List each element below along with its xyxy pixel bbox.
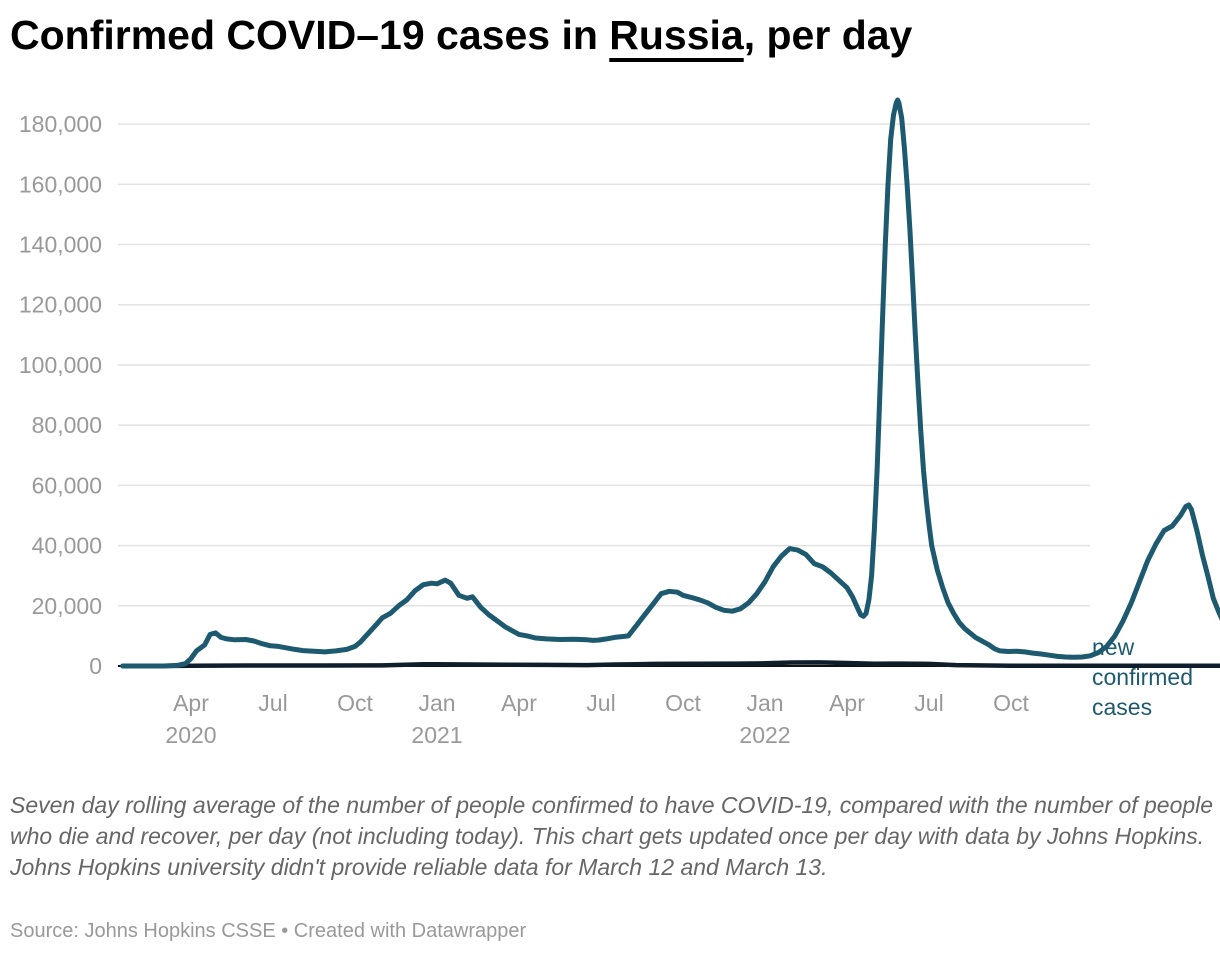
chart-area: 0 20,000 40,000 60,000 80,000 100,000 120,000 1… [19,97,1220,748]
chart-source: Source: Johns Hopkins CSSE • Created wit… [10,920,527,942]
series-label-line: confirmed [1092,664,1193,690]
x-tick-year-label: 2022 [739,722,790,748]
x-tick-label: Jul [914,690,943,716]
x-tick-label: Jan [746,690,783,716]
x-axis-ticks: Apr 2020 Jul Oct Jan 2021 Apr Jul Oct Jan 2022 Apr J… [165,690,1029,748]
x-tick-label: Apr [829,690,865,716]
x-tick-label: Jul [258,690,287,716]
series-line-new-confirmed-cases [120,97,1220,669]
y-tick-label: 20,000 [32,593,102,619]
y-tick-label: 120,000 [19,292,102,318]
y-tick-label: 40,000 [32,533,102,559]
series-group [120,97,1220,669]
x-tick-label: Jan [418,690,455,716]
y-tick-label: 100,000 [19,352,102,378]
country-selector-link[interactable]: Russia [609,12,744,58]
y-axis-ticks: 0 20,000 40,000 60,000 80,000 100,000 120,000 1… [19,111,102,679]
series-labels: new confirmed cases [1092,634,1193,720]
x-tick-year-label: 2021 [411,722,462,748]
x-tick-label: Apr [173,690,209,716]
y-gridlines [118,123,1090,667]
x-tick-label: Oct [993,690,1029,716]
y-tick-label: 80,000 [32,412,102,438]
series-label-line: cases [1092,694,1152,720]
y-tick-label: 140,000 [19,232,102,258]
chart-description: Seven day rolling average of the number … [10,792,1214,880]
x-tick-year-label: 2020 [165,722,216,748]
x-tick-label: Oct [665,690,701,716]
y-tick-label: 160,000 [19,171,102,197]
x-tick-label: Oct [337,690,373,716]
x-tick-label: Apr [501,690,537,716]
series-label-line: new [1092,634,1135,660]
title-prefix: Confirmed COVID–19 cases in [10,12,610,58]
title-suffix: , per day [743,12,913,58]
x-tick-label: Jul [586,690,615,716]
series-line-deaths [120,660,1220,669]
y-tick-label: 60,000 [32,472,102,498]
y-tick-label: 0 [89,653,102,679]
y-tick-label: 180,000 [19,111,102,137]
chart-title: Confirmed COVID–19 cases in Russia, per … [10,12,912,59]
